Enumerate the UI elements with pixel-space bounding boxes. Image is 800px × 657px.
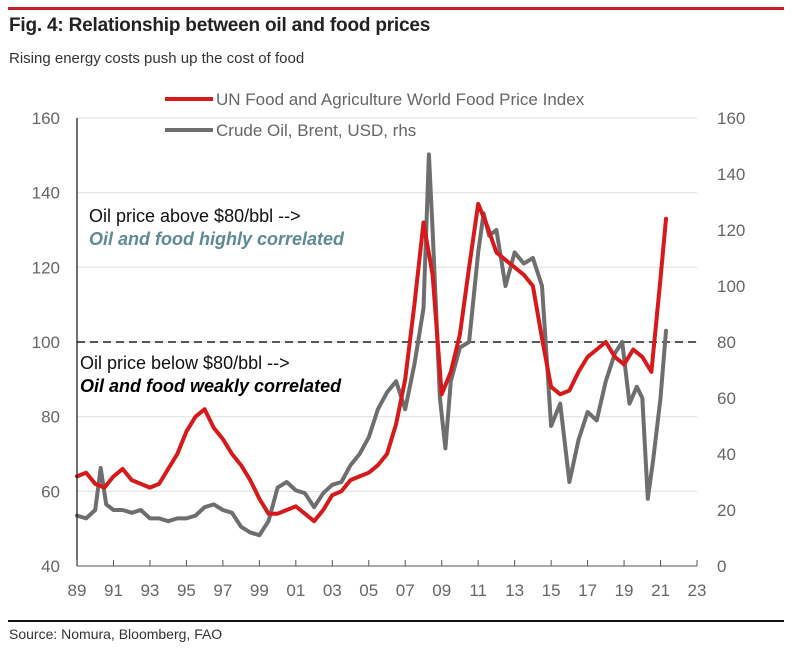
legend-label-food: UN Food and Agriculture World Food Price… (216, 90, 585, 109)
x-tick-label-15: 15 (542, 581, 561, 600)
legend-label-oil: Crude Oil, Brent, USD, rhs (216, 121, 416, 140)
left-tick-label-160: 160 (32, 109, 60, 128)
x-tick-label-89: 89 (68, 581, 87, 600)
x-tick-label-03: 03 (323, 581, 342, 600)
x-tick-label-21: 21 (651, 581, 670, 600)
left-tick-label-80: 80 (41, 408, 60, 427)
annotation-low-correlation: Oil price below $80/bbl --> Oil and food… (80, 353, 342, 396)
right-tick-label-0: 0 (717, 557, 726, 576)
right-tick-label-60: 60 (717, 389, 736, 408)
right-tick-label-100: 100 (717, 277, 745, 296)
x-tick-label-99: 99 (250, 581, 269, 600)
x-tick-label-01: 01 (286, 581, 305, 600)
annotation-low-line1: Oil price below $80/bbl --> (80, 353, 290, 373)
x-axis-ticks: 89 91 93 95 97 99 01 03 05 07 09 11 13 15 17 19 21 23 (68, 560, 707, 600)
left-tick-label-40: 40 (41, 557, 60, 576)
legend: UN Food and Agriculture World Food Price… (165, 90, 585, 140)
right-tick-label-160: 160 (717, 109, 745, 128)
x-tick-label-91: 91 (104, 581, 123, 600)
chart-subtitle: Rising energy costs push up the cost of … (9, 50, 305, 67)
x-tick-label-19: 19 (615, 581, 634, 600)
series-group (75, 152, 668, 538)
annotation-high-correlation: Oil price above $80/bbl --> Oil and food… (89, 206, 345, 249)
x-tick-label-07: 07 (396, 581, 415, 600)
left-axis-ticks: 40 60 80 100 120 140 160 (32, 109, 60, 576)
left-tick-label-120: 120 (32, 258, 60, 277)
right-tick-label-120: 120 (717, 221, 745, 240)
right-tick-label-140: 140 (717, 165, 745, 184)
x-tick-label-23: 23 (688, 581, 707, 600)
right-tick-label-40: 40 (717, 445, 736, 464)
gridlines (77, 117, 697, 492)
x-tick-label-05: 05 (359, 581, 378, 600)
chart-title: Fig. 4: Relationship between oil and foo… (9, 15, 431, 36)
axes-group (76, 118, 697, 567)
right-tick-label-80: 80 (717, 333, 736, 352)
x-tick-label-17: 17 (578, 581, 597, 600)
x-tick-label-09: 09 (432, 581, 451, 600)
x-tick-label-11: 11 (469, 581, 487, 600)
source-note: Source: Nomura, Bloomberg, FAO (9, 626, 223, 642)
annotation-high-line2: Oil and food highly correlated (89, 229, 345, 249)
left-tick-label-140: 140 (32, 184, 60, 203)
title-accent-rule (8, 7, 784, 10)
right-axis-ticks: 0 20 40 60 80 100 120 140 160 (717, 109, 745, 576)
x-tick-label-93: 93 (140, 581, 159, 600)
source-rule (8, 620, 784, 622)
x-tick-label-97: 97 (213, 581, 232, 600)
chart-canvas: 40 60 80 100 120 140 160 0 20 40 60 80 100 120 140 160… (32, 90, 746, 600)
series-line-food-price-index (75, 201, 668, 524)
x-tick-label-95: 95 (177, 581, 196, 600)
right-tick-label-20: 20 (717, 501, 736, 520)
annotation-low-line2: Oil and food weakly correlated (80, 376, 342, 396)
left-tick-label-60: 60 (41, 482, 60, 501)
x-tick-label-13: 13 (505, 581, 524, 600)
series-line-brent-oil (75, 152, 668, 538)
left-tick-label-100: 100 (32, 333, 60, 352)
annotation-high-line1: Oil price above $80/bbl --> (89, 206, 301, 226)
